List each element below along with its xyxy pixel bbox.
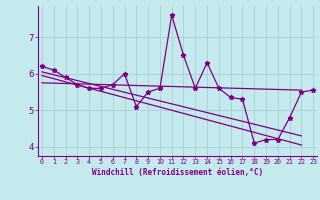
X-axis label: Windchill (Refroidissement éolien,°C): Windchill (Refroidissement éolien,°C) [92,168,263,177]
